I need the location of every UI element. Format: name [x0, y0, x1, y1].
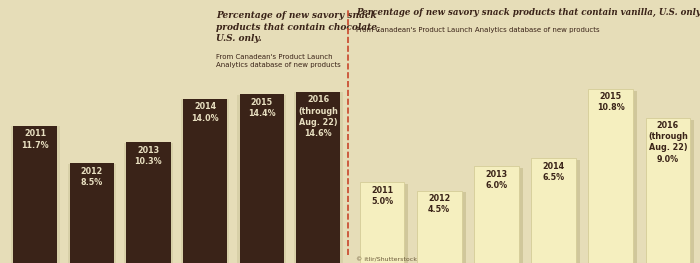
Text: © itlir/Shutterstock: © itlir/Shutterstock	[356, 257, 417, 262]
Text: 2011
5.0%: 2011 5.0%	[371, 186, 393, 206]
Text: 2012
8.5%: 2012 8.5%	[80, 167, 103, 187]
Text: 2015
10.8%: 2015 10.8%	[597, 92, 624, 112]
Bar	[650, 120, 694, 263]
Bar	[67, 164, 116, 263]
Bar	[294, 92, 342, 263]
Bar	[181, 99, 230, 263]
Bar	[589, 89, 633, 263]
Bar	[592, 91, 637, 263]
Text: 2011
11.7%: 2011 11.7%	[22, 129, 49, 150]
Bar	[364, 184, 408, 263]
Text: 2016
(through
Aug. 22)
9.0%: 2016 (through Aug. 22) 9.0%	[648, 121, 688, 164]
Bar	[421, 193, 466, 263]
Text: 2014
14.0%: 2014 14.0%	[191, 103, 219, 123]
Bar	[127, 142, 171, 263]
Text: 2013
6.0%: 2013 6.0%	[485, 170, 508, 190]
Text: 2012
4.5%: 2012 4.5%	[428, 194, 450, 214]
Bar	[239, 94, 284, 263]
Bar	[360, 183, 405, 263]
Bar	[124, 143, 173, 263]
Bar	[531, 158, 576, 263]
Bar	[536, 160, 580, 263]
Bar	[183, 99, 227, 263]
Bar	[13, 126, 57, 263]
Bar	[474, 166, 519, 263]
Text: Percentage of new savory snack
products that contain chocolate,
U.S. only.: Percentage of new savory snack products …	[216, 11, 381, 43]
Text: 2016
(through
Aug. 22)
14.6%: 2016 (through Aug. 22) 14.6%	[298, 95, 338, 138]
Bar	[70, 163, 114, 263]
Bar	[645, 118, 690, 263]
Text: 2014
6.5%: 2014 6.5%	[542, 161, 565, 182]
Text: 2013
10.3%: 2013 10.3%	[134, 146, 162, 166]
Bar	[417, 190, 461, 263]
Bar	[237, 94, 286, 263]
Bar	[11, 126, 60, 263]
Text: From Canadean's Product Launch Analytics database of new products: From Canadean's Product Launch Analytics…	[356, 27, 600, 33]
Bar	[478, 168, 523, 263]
Text: 2015
14.4%: 2015 14.4%	[248, 98, 275, 118]
Text: From Canadean's Product Launch
Analytics database of new products: From Canadean's Product Launch Analytics…	[216, 54, 341, 68]
Text: Percentage of new savory snack products that contain vanilla, U.S. only.: Percentage of new savory snack products …	[356, 8, 700, 18]
Bar	[296, 92, 340, 263]
